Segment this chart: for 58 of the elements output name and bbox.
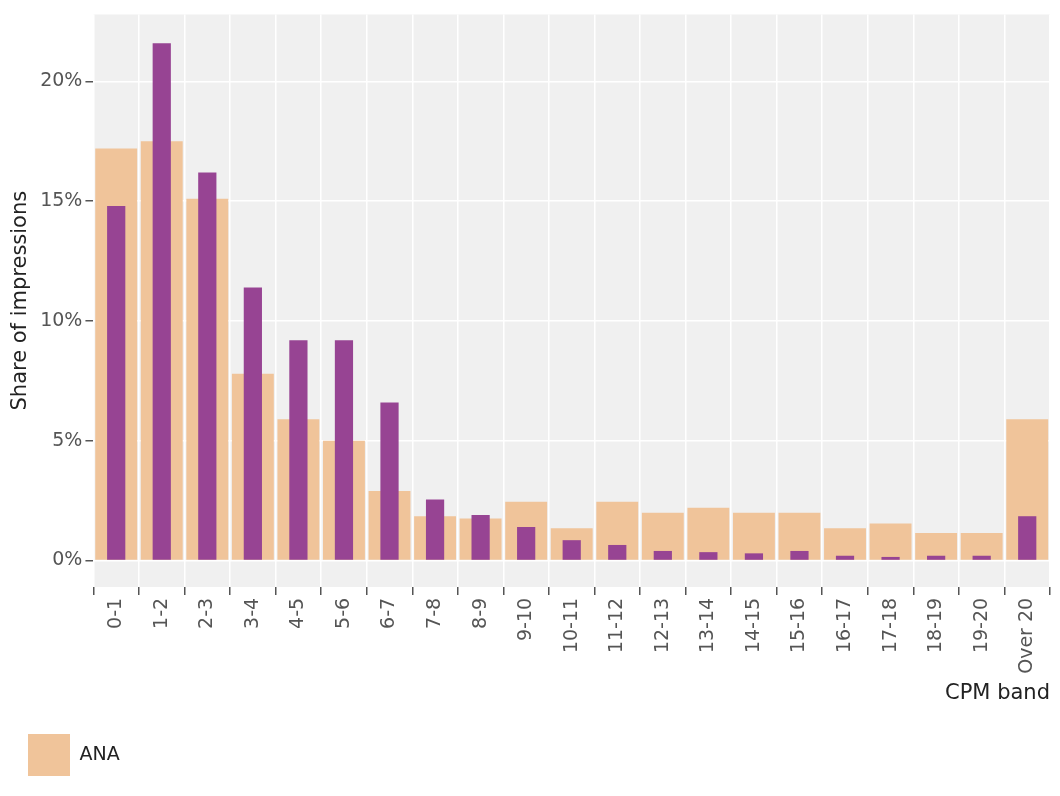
bar (835, 555, 855, 560)
y-tick-label: 0% (52, 547, 83, 570)
x-tick-label: 14-15 (740, 597, 763, 654)
x-tick-label: 9-10 (513, 597, 536, 642)
bar (732, 512, 775, 560)
bar (960, 532, 1003, 560)
bar (425, 499, 445, 560)
x-tick-label: 3-4 (239, 597, 262, 629)
bar (744, 553, 764, 560)
x-tick-label: 0-1 (103, 597, 126, 629)
y-tick-label: 10% (40, 307, 83, 330)
bar (927, 555, 946, 560)
bar (562, 540, 581, 560)
bar (243, 287, 262, 560)
x-tick-label: Over 20 (1014, 597, 1037, 674)
x-tick-label: 1-2 (148, 597, 171, 629)
bar (824, 528, 866, 560)
x-axis-title: CPM band (945, 679, 1050, 704)
bar (641, 512, 684, 560)
bar (972, 555, 991, 560)
bar (198, 172, 217, 560)
bar (517, 527, 536, 560)
bar (152, 43, 171, 560)
bar (334, 340, 354, 560)
y-axis-title: Share of impressions (7, 190, 32, 411)
legend-label: ANA (79, 741, 120, 764)
bar (289, 340, 308, 560)
bar (471, 515, 490, 560)
x-tick-label: 2-3 (194, 597, 217, 629)
bar (699, 552, 718, 560)
bar (380, 402, 399, 560)
x-tick-label: 6-7 (376, 597, 399, 629)
x-tick-label: 8-9 (467, 597, 490, 629)
bar (778, 512, 821, 560)
bar (790, 550, 809, 560)
bar (608, 544, 627, 560)
x-tick-label: 10-11 (558, 597, 581, 654)
x-tick-label: 15-16 (786, 597, 809, 654)
x-tick-label: 18-19 (923, 597, 946, 654)
bar (1018, 516, 1037, 560)
x-tick-label: 12-13 (649, 597, 672, 654)
bar (107, 206, 126, 560)
x-tick-label: 7-8 (422, 597, 444, 629)
y-tick-label: 20% (40, 68, 83, 91)
x-tick-label: 19-20 (968, 597, 991, 654)
y-tick-label: 5% (52, 427, 83, 450)
bar (653, 550, 672, 560)
x-tick-label: 5-6 (330, 597, 353, 629)
bar (915, 532, 958, 560)
x-tick-label: 4-5 (285, 597, 308, 629)
bar (881, 556, 900, 560)
bar (687, 507, 730, 560)
x-tick-label: 16-17 (831, 597, 854, 654)
x-tick-label: 17-18 (877, 597, 900, 654)
bar (869, 523, 912, 560)
y-tick-label: 15% (40, 188, 83, 211)
x-tick-label: 13-14 (695, 597, 718, 654)
x-tick-label: 11-12 (604, 597, 627, 654)
